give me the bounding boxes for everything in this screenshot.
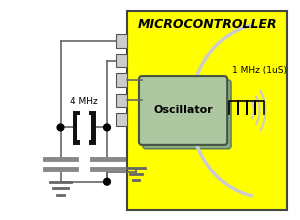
Bar — [116, 34, 127, 48]
Bar — [116, 113, 127, 126]
Bar — [77, 115, 91, 140]
Text: MICROCONTROLLER: MICROCONTROLLER — [137, 18, 277, 31]
Circle shape — [103, 124, 110, 131]
Text: 1 MHz (1uS): 1 MHz (1uS) — [232, 66, 287, 75]
FancyBboxPatch shape — [139, 76, 227, 145]
Bar — [116, 73, 127, 87]
Circle shape — [57, 124, 64, 131]
Text: Oscillator: Oscillator — [153, 105, 213, 116]
FancyBboxPatch shape — [143, 80, 231, 149]
Text: 4 MHz: 4 MHz — [70, 97, 98, 106]
Bar — [116, 94, 127, 107]
Bar — [116, 54, 127, 67]
Bar — [128, 11, 287, 210]
Circle shape — [103, 178, 110, 185]
